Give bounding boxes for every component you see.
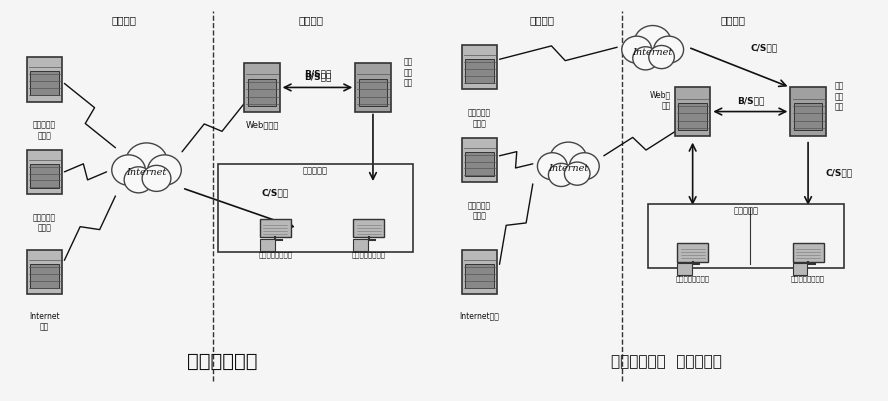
FancyBboxPatch shape	[462, 46, 497, 90]
Circle shape	[654, 37, 684, 64]
FancyBboxPatch shape	[27, 58, 62, 102]
Text: C/S架构: C/S架构	[750, 44, 777, 53]
FancyBboxPatch shape	[27, 251, 62, 295]
FancyBboxPatch shape	[794, 104, 822, 130]
FancyBboxPatch shape	[465, 60, 494, 84]
Text: Internet: Internet	[632, 48, 673, 57]
FancyBboxPatch shape	[355, 64, 391, 112]
Text: 维护和修改工作站: 维护和修改工作站	[791, 275, 825, 281]
FancyBboxPatch shape	[462, 251, 497, 295]
Text: Internet
用户: Internet 用户	[29, 311, 59, 330]
Circle shape	[147, 156, 181, 186]
Text: 企业内部: 企业内部	[720, 15, 745, 25]
FancyBboxPatch shape	[462, 138, 497, 182]
Circle shape	[634, 26, 671, 60]
Text: 企业外部: 企业外部	[529, 15, 554, 25]
Text: 内部局域网: 内部局域网	[303, 166, 328, 175]
Text: 企业外部: 企业外部	[112, 15, 137, 25]
Circle shape	[633, 48, 658, 71]
Text: 内部局域网: 内部局域网	[733, 206, 758, 215]
FancyBboxPatch shape	[259, 239, 274, 251]
FancyBboxPatch shape	[259, 220, 291, 238]
Text: Web服
务器: Web服 务器	[649, 91, 670, 110]
Text: 查询和浏览工作站: 查询和浏览工作站	[676, 275, 710, 281]
Circle shape	[550, 143, 587, 176]
Text: B/S架构: B/S架构	[737, 96, 764, 105]
FancyBboxPatch shape	[677, 243, 708, 262]
Text: 数据
库服
务器: 数据 库服 务器	[404, 57, 413, 87]
Circle shape	[142, 166, 170, 192]
FancyBboxPatch shape	[465, 152, 494, 176]
Text: 修改和维护工作站: 修改和维护工作站	[352, 251, 385, 257]
Text: Web服务器: Web服务器	[245, 120, 279, 129]
Text: C/S架构: C/S架构	[826, 168, 852, 177]
FancyBboxPatch shape	[0, 0, 444, 401]
FancyBboxPatch shape	[27, 150, 62, 194]
Text: B/S架构: B/S架构	[304, 69, 331, 78]
Circle shape	[622, 37, 652, 64]
Circle shape	[537, 153, 567, 180]
FancyBboxPatch shape	[792, 263, 807, 275]
Circle shape	[112, 156, 146, 186]
Circle shape	[565, 163, 590, 186]
Text: 企业内部: 企业内部	[298, 15, 323, 25]
FancyBboxPatch shape	[465, 265, 494, 289]
FancyBboxPatch shape	[30, 265, 59, 289]
Text: 查询和浏览
工作站: 查询和浏览 工作站	[33, 213, 56, 232]
Circle shape	[569, 153, 599, 180]
FancyBboxPatch shape	[677, 263, 692, 275]
Text: 维护和修改
工作站: 维护和修改 工作站	[468, 108, 491, 128]
Circle shape	[549, 164, 574, 187]
FancyBboxPatch shape	[353, 220, 384, 238]
FancyBboxPatch shape	[792, 243, 824, 262]
Text: 内外有别模型: 内外有别模型	[186, 351, 258, 371]
FancyBboxPatch shape	[678, 104, 707, 130]
Text: Internet用户: Internet用户	[460, 311, 499, 320]
FancyBboxPatch shape	[248, 80, 276, 106]
Text: 查改有别模型  愿为最亮星: 查改有别模型 愿为最亮星	[611, 353, 721, 369]
FancyBboxPatch shape	[359, 80, 387, 106]
Text: 查询和浏览工作站: 查询和浏览工作站	[258, 251, 292, 257]
FancyBboxPatch shape	[244, 64, 280, 112]
Text: 修改和维护
工作站: 修改和维护 工作站	[33, 120, 56, 140]
FancyBboxPatch shape	[30, 72, 59, 96]
Circle shape	[126, 144, 167, 181]
Text: B/S架构: B/S架构	[304, 72, 331, 81]
Text: Internet: Internet	[548, 164, 589, 173]
Text: 查询和浏览
工作站: 查询和浏览 工作站	[468, 200, 491, 220]
FancyBboxPatch shape	[444, 0, 888, 401]
FancyBboxPatch shape	[790, 88, 826, 136]
Text: 数据
库服
务器: 数据 库服 务器	[835, 81, 844, 111]
FancyBboxPatch shape	[30, 164, 59, 188]
Circle shape	[124, 167, 153, 193]
Text: Internet: Internet	[126, 168, 167, 177]
Text: C/S架构: C/S架构	[262, 188, 289, 197]
FancyBboxPatch shape	[353, 239, 368, 251]
FancyBboxPatch shape	[675, 88, 710, 136]
Circle shape	[649, 47, 674, 69]
